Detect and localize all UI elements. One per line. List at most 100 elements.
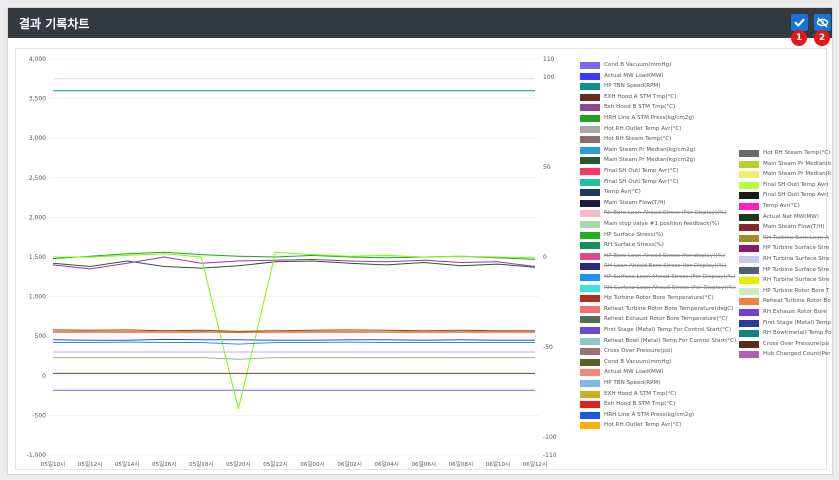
legend-label: EXH Hood A STM Tmp(°C) <box>604 390 677 397</box>
legend-label: Main Steam Pr Median(k <box>763 160 832 167</box>
left-tick-label: -1,000 <box>27 452 47 459</box>
legend-swatch <box>580 72 600 80</box>
right-tick-label: 100 <box>543 74 555 81</box>
legend-label: Main Steam Pr Median(kg/cm2g) <box>604 157 696 164</box>
legend-swatch <box>739 213 759 221</box>
legend-label: Hub Changed Count(Per <box>763 351 831 358</box>
legend-label: Actual MW Load(MW) <box>604 369 664 376</box>
right-tick-label: -110 <box>543 452 557 459</box>
legend-swatch <box>580 178 600 186</box>
x-tick-label: 06일00시 <box>300 460 325 468</box>
legend-swatch <box>739 277 759 285</box>
view-button[interactable] <box>814 14 831 31</box>
legend-swatch <box>739 351 759 359</box>
legend-swatch <box>739 245 759 253</box>
legend-label: HRH Line A STM Press(kg/cm2g) <box>604 411 695 418</box>
legend-swatch <box>580 411 600 419</box>
legend-label: Exh Hood B STM Tmp(°C) <box>604 104 676 111</box>
legend-label: First Stage (Metal) Temp For Control Sta… <box>604 327 732 333</box>
legend-swatch <box>739 181 759 189</box>
legend-swatch <box>580 295 600 303</box>
legend-swatch <box>739 171 759 179</box>
legend-swatch <box>580 189 600 197</box>
right-axis-ticks: 110 100 50 0 -50 -100 -110 <box>543 56 557 459</box>
legend-swatch <box>580 274 600 281</box>
legend-swatch <box>580 358 600 366</box>
legend-label: Final SH Outl Temp Avr(°C) <box>604 168 679 174</box>
legend-label: Temp Avr(°C) <box>604 189 641 196</box>
legend-swatch <box>739 266 759 274</box>
legend-swatch <box>580 104 600 112</box>
legend-label: Main stop valve #1 position feedback(%) <box>604 221 720 227</box>
grid <box>49 58 539 456</box>
legend-swatch <box>580 380 600 387</box>
right-tick-label: 0 <box>543 254 547 261</box>
legend-label: Reheat Turbine Rotor Bore Temperature(de… <box>604 305 734 312</box>
legend-label: Cond B Vacuum(mmHg) <box>604 62 672 68</box>
legend-label: HP Surface Lean Ahead Stress (For Displa… <box>604 274 736 280</box>
legend-swatch <box>580 284 600 292</box>
x-tick-label: 06일04시 <box>374 460 399 468</box>
legend-label: Final SH Outl Temp Avr( <box>763 192 829 199</box>
series-line <box>53 357 535 360</box>
series-line <box>53 341 535 345</box>
legend-label: Reheat Turbine Rotor Bo <box>763 298 831 305</box>
legend-swatch <box>580 125 600 133</box>
legend-swatch <box>580 146 600 154</box>
x-tick-label: 05일16시 <box>152 460 177 468</box>
left-tick-label: 500 <box>35 333 47 340</box>
legend-label: Actual MW Load(MW) <box>604 72 664 79</box>
x-tick-label: 05일12시 <box>78 460 103 468</box>
x-tick-label: 06일08시 <box>449 460 474 468</box>
panel-title: 결과 기록차트 <box>19 17 90 31</box>
legend-label: HP Bore Lean Ahead Stress (for display)(… <box>604 252 726 259</box>
legend-swatch <box>580 157 600 165</box>
legend-swatch <box>739 319 759 327</box>
legend-label: Final SH Outl Temp Avr( <box>763 181 829 188</box>
legend-swatch <box>580 252 600 260</box>
legend-label: Actual Net MW(MW) <box>763 213 819 220</box>
legend-label: Rh Bore Lean Ahead Stress (For Display)(… <box>604 210 727 217</box>
view-badge: 2 <box>814 30 830 46</box>
x-tick-label: 05일22시 <box>263 460 288 468</box>
legend-swatch <box>739 150 759 157</box>
legend-label: Main Steam Pr Median(kg/cm2g) <box>604 146 696 153</box>
legend-swatch <box>580 390 600 398</box>
chart-panel: 결과 기록차트 1 2 4,000 3,500 3,000 2,500 2,000 1,5… <box>7 7 833 475</box>
x-tick-label: 06일12시 <box>523 460 548 468</box>
x-axis-ticks: 05일10시 05일12시 05일14시 05일16시 05일18시 05일20시 05일2… <box>41 460 548 468</box>
legend-label: HRH Line A STM Press(kg/cm2g) <box>604 115 695 121</box>
left-tick-label: 3,000 <box>29 135 46 142</box>
legend-swatch <box>580 348 600 356</box>
left-tick-label: 2,500 <box>29 175 46 182</box>
left-tick-label: 1,500 <box>29 254 46 261</box>
legend-label: Hot RH Steam Temp(°C) <box>763 150 831 156</box>
legend-swatch <box>739 192 759 200</box>
legend-label: RH Turbine Surface Stre <box>763 277 830 284</box>
confirm-button[interactable] <box>791 14 808 31</box>
legend-swatch <box>739 256 759 263</box>
eye-slash-icon <box>816 17 829 28</box>
legend-swatch <box>580 199 600 207</box>
right-tick-label: -100 <box>543 434 557 441</box>
chart-area: 4,000 3,500 3,000 2,500 2,000 1,500 1,000 500 0-… <box>15 48 832 470</box>
right-tick-label: -50 <box>543 344 553 351</box>
series-line <box>52 329 535 332</box>
legend-label: HP TBN Speed(RPM) <box>604 380 661 386</box>
legend-label: RH Turbine Bore Lean A <box>763 234 829 241</box>
legend-swatch <box>580 115 600 122</box>
series-line <box>53 330 536 334</box>
legend-swatch <box>580 231 600 239</box>
x-tick-label: 05일10시 <box>41 460 66 468</box>
legend-label: RH Exhaust Rotor Bore <box>763 309 827 315</box>
legend-swatch <box>739 224 759 232</box>
legend-swatch <box>580 242 600 250</box>
legend-label: First Stage (Metal) Temp <box>763 319 831 326</box>
legend-swatch <box>580 327 600 334</box>
legend-swatch <box>580 263 600 271</box>
series-line <box>52 256 536 270</box>
x-tick-label: 06일10시 <box>486 460 511 468</box>
x-tick-label: 05일20시 <box>226 460 251 468</box>
legend-label: HP TBN Speed(RPM) <box>604 83 661 90</box>
legend-label: HP Turbine Surface Stre <box>763 245 830 252</box>
